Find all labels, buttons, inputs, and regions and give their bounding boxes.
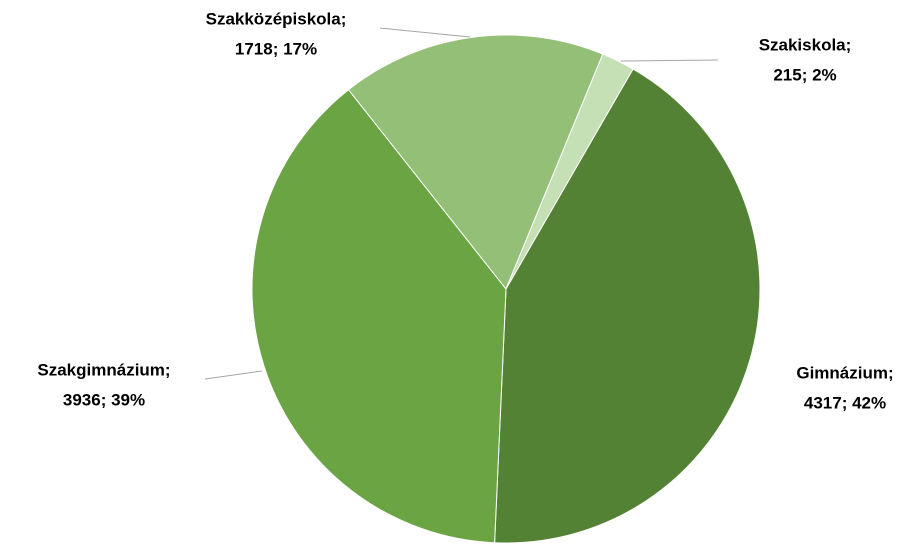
leader-line [204,370,263,380]
slice [251,89,507,544]
pie [251,34,761,544]
value-label: 215; 2% [773,65,836,84]
value-label: 3936; 39% [63,390,145,409]
category-label: Szakiskola; [759,35,852,54]
category-label: Szakgimnázium; [37,360,170,379]
slice [505,53,634,290]
value-label: 4317; 42% [804,393,886,412]
slice [347,34,604,290]
leader-line [620,59,719,62]
category-label: Gimnázium; [796,363,893,382]
slice [494,68,761,544]
category-label: Szakközépiskola; [206,9,347,28]
data-labels: Gimnázium; 4317; 42% Szakgimnázium; 3936; 3… [37,9,893,412]
value-label: 1718; 17% [235,39,317,58]
leader-line [379,27,471,38]
